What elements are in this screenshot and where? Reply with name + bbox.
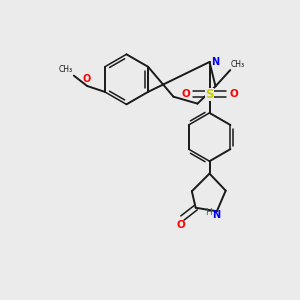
Text: O: O [176, 220, 185, 230]
Text: N: N [211, 57, 219, 67]
Text: CH₃: CH₃ [58, 65, 72, 74]
Text: H: H [205, 208, 211, 217]
Text: N: N [212, 210, 220, 220]
Text: S: S [205, 88, 214, 101]
Text: O: O [229, 89, 238, 99]
Text: CH₃: CH₃ [231, 60, 245, 69]
Text: O: O [83, 74, 91, 85]
Text: O: O [181, 89, 190, 99]
